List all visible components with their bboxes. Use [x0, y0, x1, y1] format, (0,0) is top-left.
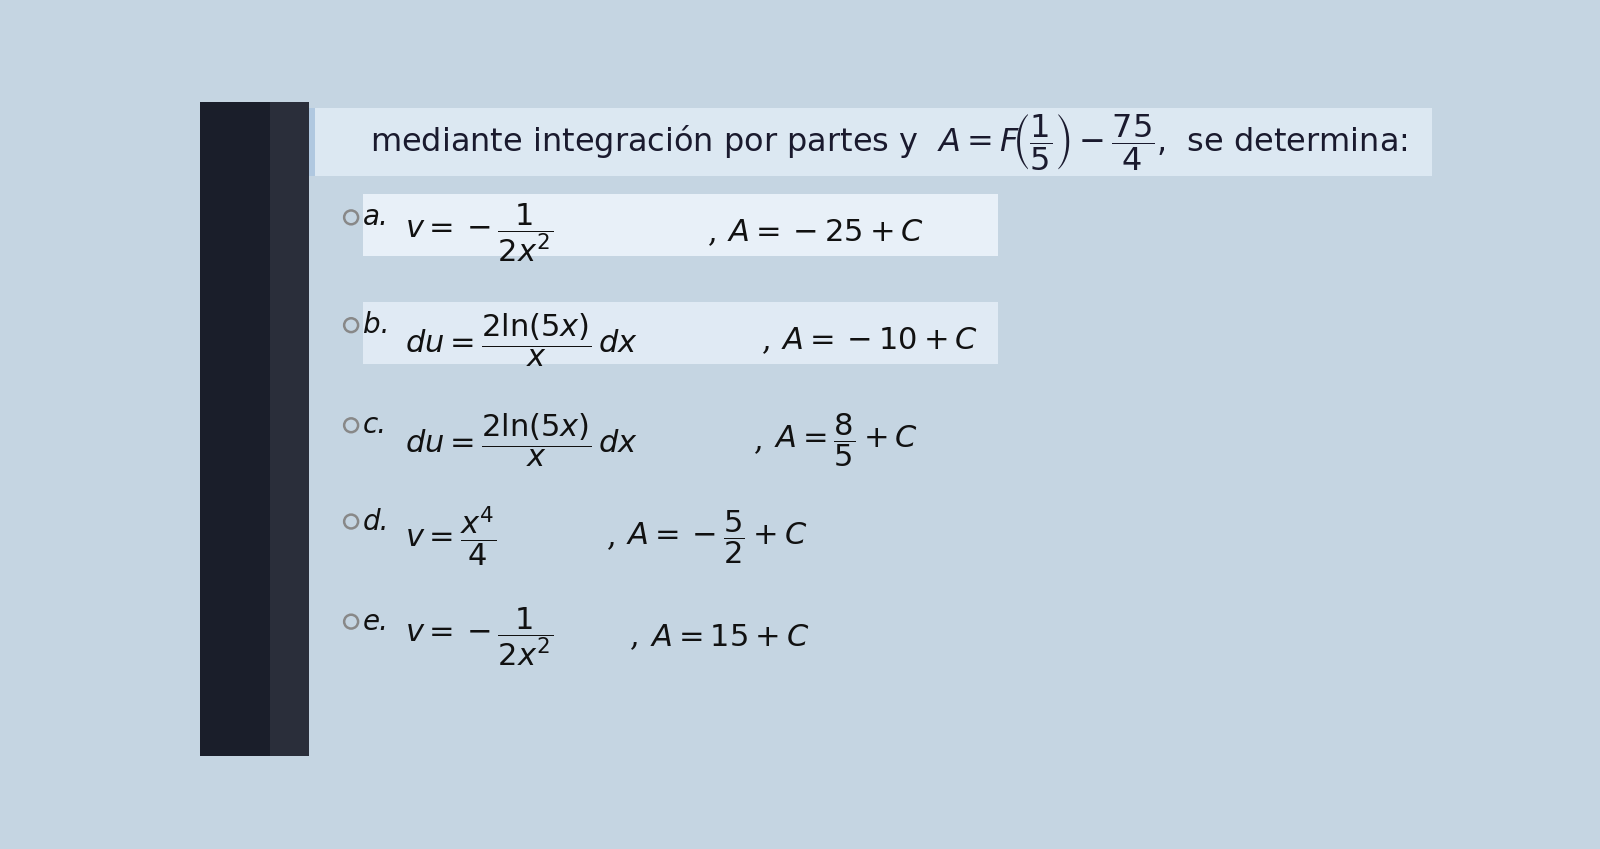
- FancyBboxPatch shape: [363, 194, 998, 256]
- FancyBboxPatch shape: [200, 102, 270, 756]
- Text: d.: d.: [363, 508, 389, 536]
- Text: ,: ,: [754, 425, 763, 456]
- Text: e.: e.: [363, 608, 389, 636]
- Text: $v = -\dfrac{1}{2x^{2}}$: $v = -\dfrac{1}{2x^{2}}$: [405, 605, 554, 668]
- Text: b.: b.: [363, 312, 389, 340]
- Text: $du = \dfrac{2\ln(5x)}{x}\,dx$: $du = \dfrac{2\ln(5x)}{x}\,dx$: [405, 412, 638, 469]
- FancyBboxPatch shape: [270, 102, 309, 756]
- Text: $A = 15 + C$: $A = 15 + C$: [650, 621, 810, 653]
- Text: mediante integración por partes y  $A = F\!\left(\dfrac{1}{5}\right) - \dfrac{75: mediante integración por partes y $A = F…: [371, 112, 1408, 171]
- Text: $A = -10 + C$: $A = -10 + C$: [781, 325, 978, 356]
- Text: c.: c.: [363, 411, 387, 439]
- FancyBboxPatch shape: [309, 108, 1432, 176]
- Text: ,: ,: [707, 217, 717, 248]
- Text: $A = -25 + C$: $A = -25 + C$: [726, 217, 923, 248]
- Text: $v = \dfrac{x^{4}}{4}$: $v = \dfrac{x^{4}}{4}$: [405, 505, 496, 569]
- Text: $A = -\dfrac{5}{2} + C$: $A = -\dfrac{5}{2} + C$: [626, 509, 808, 565]
- Text: ,: ,: [630, 621, 640, 653]
- Text: $v = -\dfrac{1}{2x^{2}}$: $v = -\dfrac{1}{2x^{2}}$: [405, 201, 554, 264]
- Text: $A = \dfrac{8}{5} + C$: $A = \dfrac{8}{5} + C$: [773, 412, 917, 469]
- Text: ,: ,: [762, 325, 771, 356]
- Text: a.: a.: [363, 204, 389, 232]
- Text: ,: ,: [606, 521, 616, 553]
- FancyBboxPatch shape: [309, 102, 1440, 756]
- Text: $du = \dfrac{2\ln(5x)}{x}\,dx$: $du = \dfrac{2\ln(5x)}{x}\,dx$: [405, 312, 638, 369]
- FancyBboxPatch shape: [309, 108, 315, 176]
- FancyBboxPatch shape: [363, 302, 998, 363]
